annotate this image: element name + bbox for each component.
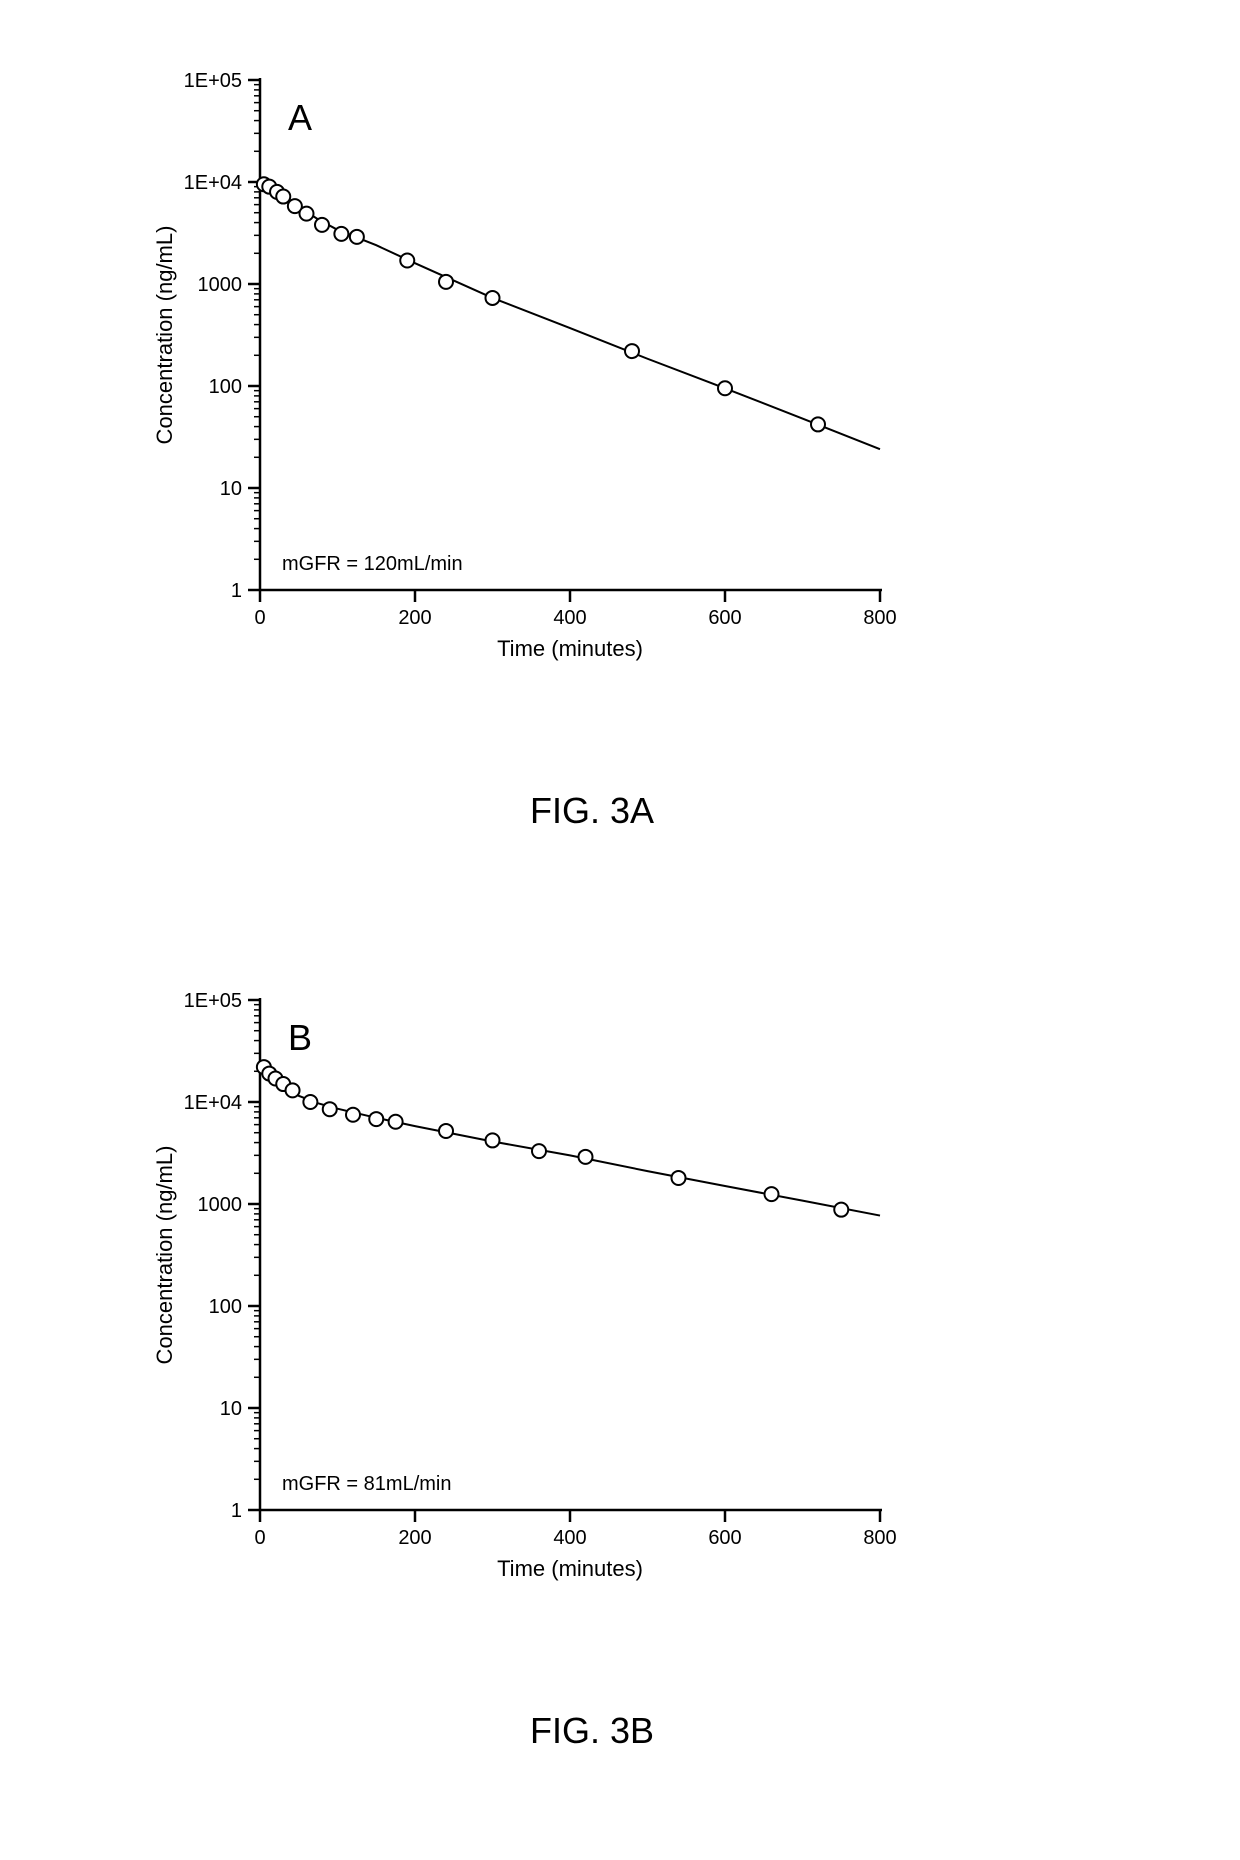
svg-text:800: 800 xyxy=(863,607,896,629)
svg-text:1: 1 xyxy=(231,580,242,602)
svg-text:B: B xyxy=(288,1017,312,1058)
svg-text:200: 200 xyxy=(398,1527,431,1549)
svg-text:200: 200 xyxy=(398,607,431,629)
svg-text:Concentration (ng/mL): Concentration (ng/mL) xyxy=(152,1146,177,1365)
caption-fig-3b: FIG. 3B xyxy=(530,1710,654,1752)
svg-text:1E+05: 1E+05 xyxy=(184,990,242,1012)
panel-a: 1 10 100 1000 1E+04 1E+05 0 200 400 600 800 Time (m… xyxy=(140,60,960,760)
svg-text:1: 1 xyxy=(231,1500,242,1522)
svg-text:1000: 1000 xyxy=(198,1194,243,1216)
svg-text:A: A xyxy=(288,97,312,138)
svg-text:mGFR = 81mL/min: mGFR = 81mL/min xyxy=(282,1473,451,1495)
svg-text:mGFR = 120mL/min: mGFR = 120mL/min xyxy=(282,553,463,575)
svg-text:0: 0 xyxy=(254,607,265,629)
svg-text:Concentration (ng/mL): Concentration (ng/mL) xyxy=(152,226,177,445)
svg-text:1E+04: 1E+04 xyxy=(184,172,242,194)
svg-text:Time (minutes): Time (minutes) xyxy=(497,1556,643,1581)
svg-text:400: 400 xyxy=(553,607,586,629)
svg-text:10: 10 xyxy=(220,1398,242,1420)
svg-text:800: 800 xyxy=(863,1527,896,1549)
panel-a-svg: 1 10 100 1000 1E+04 1E+05 0 200 400 600 800 Time (m… xyxy=(140,60,960,760)
svg-text:600: 600 xyxy=(708,1527,741,1549)
svg-text:100: 100 xyxy=(209,1296,242,1318)
svg-text:0: 0 xyxy=(254,1527,265,1549)
svg-text:100: 100 xyxy=(209,376,242,398)
svg-text:1E+05: 1E+05 xyxy=(184,70,242,92)
svg-text:10: 10 xyxy=(220,478,242,500)
svg-text:1E+04: 1E+04 xyxy=(184,1092,242,1114)
caption-fig-3a: FIG. 3A xyxy=(530,790,654,832)
svg-text:400: 400 xyxy=(553,1527,586,1549)
panel-b: 1 10 100 1000 1E+04 1E+05 0 200 400 600 800 Time (m… xyxy=(140,980,960,1680)
svg-text:Time (minutes): Time (minutes) xyxy=(497,636,643,661)
panel-b-svg: 1 10 100 1000 1E+04 1E+05 0 200 400 600 800 Time (m… xyxy=(140,980,960,1680)
svg-text:600: 600 xyxy=(708,607,741,629)
svg-text:1000: 1000 xyxy=(198,274,243,296)
